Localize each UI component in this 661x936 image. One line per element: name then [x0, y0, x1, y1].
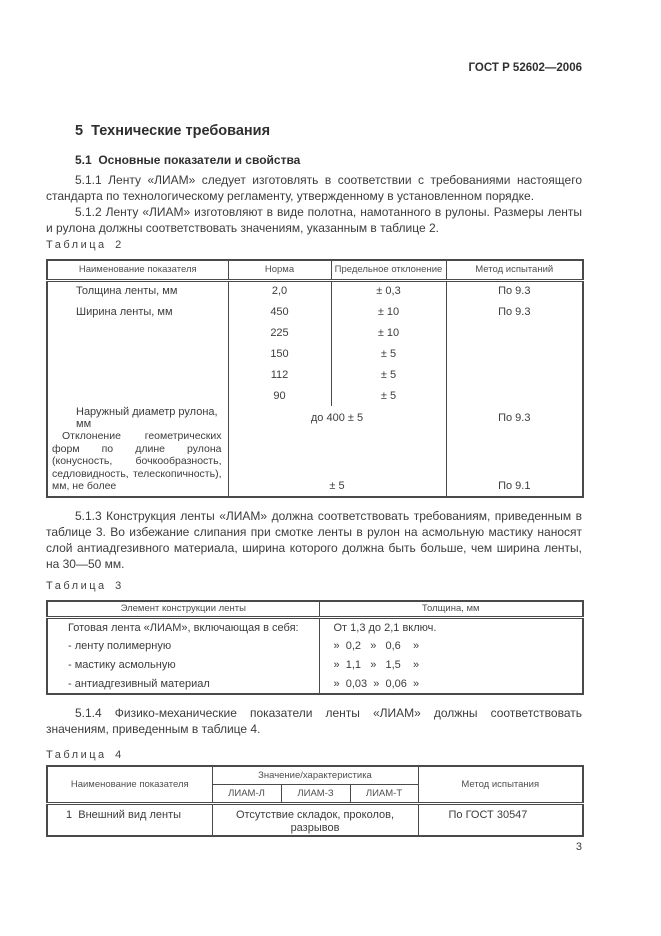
table-header-row: Наименование показателя Норма Предельное… — [46, 260, 584, 280]
table-cell: Отсутствие складок, проколов, разрывов — [211, 803, 419, 836]
table-row: 1 Внешний вид ленты Отсутствие складок, … — [46, 803, 584, 836]
table-header-cell: Толщина, мм — [318, 600, 584, 618]
table-cell: 150 — [227, 343, 332, 364]
table-cell — [445, 364, 584, 385]
table-cell: » 1,1 » 1,5 » — [318, 655, 584, 675]
table-row: Готовая лента «ЛИАМ», включающая в себя:… — [46, 617, 584, 637]
table-3: Элемент конструкции ленты Толщина, мм Го… — [46, 599, 584, 695]
table-3-header: Элемент конструкции ленты Толщина, мм — [46, 600, 584, 618]
table-header-cell: ЛИАМ-Л — [211, 784, 282, 804]
table-header-cell: Значение/характеристика — [211, 765, 419, 785]
table-cell: до 400 ± 5 — [227, 406, 447, 430]
table-4-header: Наименование показателя Значение/характе… — [46, 765, 584, 804]
paragraph-5-1-3: 5.1.3 Конструкция ленты «ЛИАМ» должна со… — [46, 508, 582, 571]
table-cell: Толщина ленты, мм — [46, 280, 229, 301]
table-row: 90 ± 5 — [46, 385, 584, 406]
table-2-label: Таблица 2 — [46, 239, 124, 251]
table-subheader-row: ЛИАМ-Л ЛИАМ-З ЛИАМ-Т — [47, 784, 583, 804]
table-cell — [445, 385, 584, 406]
table-header-cell: Норма — [227, 260, 332, 280]
section-heading: 5 Технические требования — [75, 123, 271, 139]
table-cell: От 1,3 до 2,1 включ. — [318, 617, 584, 637]
table-cell: По 9.3 — [445, 406, 584, 430]
table-cell: ± 5 — [330, 364, 447, 385]
table-2-header: Наименование показателя Норма Предельное… — [46, 260, 584, 280]
document-code: ГОСТ Р 52602—2006 — [468, 62, 582, 74]
table-row: - ленту полимерную » 0,2 » 0,6 » — [46, 636, 584, 656]
table-row: - антиадгезивный материал » 0,03 » 0,06 … — [46, 674, 584, 694]
paragraph-5-1-1: 5.1.1 Ленту «ЛИАМ» следует изготовлять в… — [46, 173, 582, 203]
table-row: 150 ± 5 — [46, 343, 584, 364]
table-header-row: Наименование показателя Значение/характе… — [46, 765, 584, 804]
table-cell: 112 — [227, 364, 332, 385]
table-cell: 90 — [227, 385, 332, 406]
table-4-label: Таблица 4 — [46, 748, 124, 761]
paragraph-5-1-4: 5.1.4 Физико-механические показатели лен… — [46, 705, 582, 736]
table-cell: ± 5 — [227, 430, 447, 497]
table-row: 112 ± 5 — [46, 364, 584, 385]
table-cell: ± 10 — [330, 322, 447, 343]
table-cell: ± 5 — [330, 343, 447, 364]
table-4: Наименование показателя Значение/характе… — [46, 764, 584, 837]
table-cell: 450 — [227, 301, 332, 322]
table-cell: Наружный диаметр рулона, мм — [46, 406, 229, 430]
table-row: Толщина ленты, мм 2,0 ± 0,3 По 9.3 — [46, 280, 584, 301]
table-header-cell: Наименование показателя — [46, 765, 213, 804]
table-cell — [46, 385, 229, 406]
table-cell: - ленту полимерную — [46, 636, 320, 656]
table-2-body: Толщина ленты, мм 2,0 ± 0,3 По 9.3 Ширин… — [46, 280, 584, 497]
table-cell: 225 — [227, 322, 332, 343]
table-3-body: Готовая лента «ЛИАМ», включающая в себя:… — [46, 617, 584, 694]
table-row: Наружный диаметр рулона, мм до 400 ± 5 П… — [46, 406, 584, 430]
table-cell: ± 10 — [330, 301, 447, 322]
table-cell: По ГОСТ 30547 — [417, 803, 584, 836]
page-number: 3 — [575, 841, 582, 853]
table-cell: По 9.3 — [445, 301, 584, 322]
subsection-heading: 5.1 Основные показатели и свойства — [75, 153, 301, 167]
table-cell: ± 0,3 — [330, 280, 447, 301]
table-row: 225 ± 10 — [46, 322, 584, 343]
table-cell: - мастику асмольную — [46, 655, 320, 675]
table-2: Наименование показателя Норма Предельное… — [46, 259, 584, 498]
table-header-cell: Наименование показателя — [46, 260, 229, 280]
table-header-cell: Метод испытания — [417, 765, 584, 804]
table-header-cell: Элемент конструкции ленты — [46, 600, 320, 618]
table-cell: 1 Внешний вид ленты — [46, 803, 213, 836]
table-cell: ± 5 — [330, 385, 447, 406]
table-3-label: Таблица 3 — [46, 579, 124, 592]
table-row: Ширина ленты, мм 450 ± 10 По 9.3 — [46, 301, 584, 322]
table-cell — [445, 343, 584, 364]
table-header-cell: Метод испытаний — [445, 260, 584, 280]
paragraph-5-1-2: 5.1.2 Ленту «ЛИАМ» изготовляют в виде по… — [46, 205, 582, 235]
table-cell: » 0,03 » 0,06 » — [318, 674, 584, 694]
table-header-row: Элемент конструкции ленты Толщина, мм — [46, 600, 584, 618]
table-cell: По 9.1 — [445, 430, 584, 497]
table-cell — [46, 364, 229, 385]
table-cell: Отклонение геометрических форм по длине … — [46, 430, 229, 497]
table-header-cell: ЛИАМ-З — [280, 784, 351, 804]
table-row: Отклонение геометрических форм по длине … — [46, 430, 584, 497]
table-cell: » 0,2 » 0,6 » — [318, 636, 584, 656]
table-cell: - антиадгезивный материал — [46, 674, 320, 694]
page-content: ГОСТ Р 52602—2006 5 Технические требован… — [46, 62, 584, 837]
table-row: - мастику асмольную » 1,1 » 1,5 » — [46, 655, 584, 675]
table-cell — [445, 322, 584, 343]
table-cell — [46, 322, 229, 343]
table-cell — [46, 343, 229, 364]
table-header-cell: Предельное отклонение — [330, 260, 447, 280]
table-cell: 2,0 — [227, 280, 332, 301]
table-cell: По 9.3 — [445, 280, 584, 301]
table-4-body: 1 Внешний вид ленты Отсутствие складок, … — [46, 803, 584, 836]
table-header-cell: ЛИАМ-Т — [349, 784, 419, 804]
table-cell: Ширина ленты, мм — [46, 301, 229, 322]
table-cell: Готовая лента «ЛИАМ», включающая в себя: — [46, 617, 320, 637]
